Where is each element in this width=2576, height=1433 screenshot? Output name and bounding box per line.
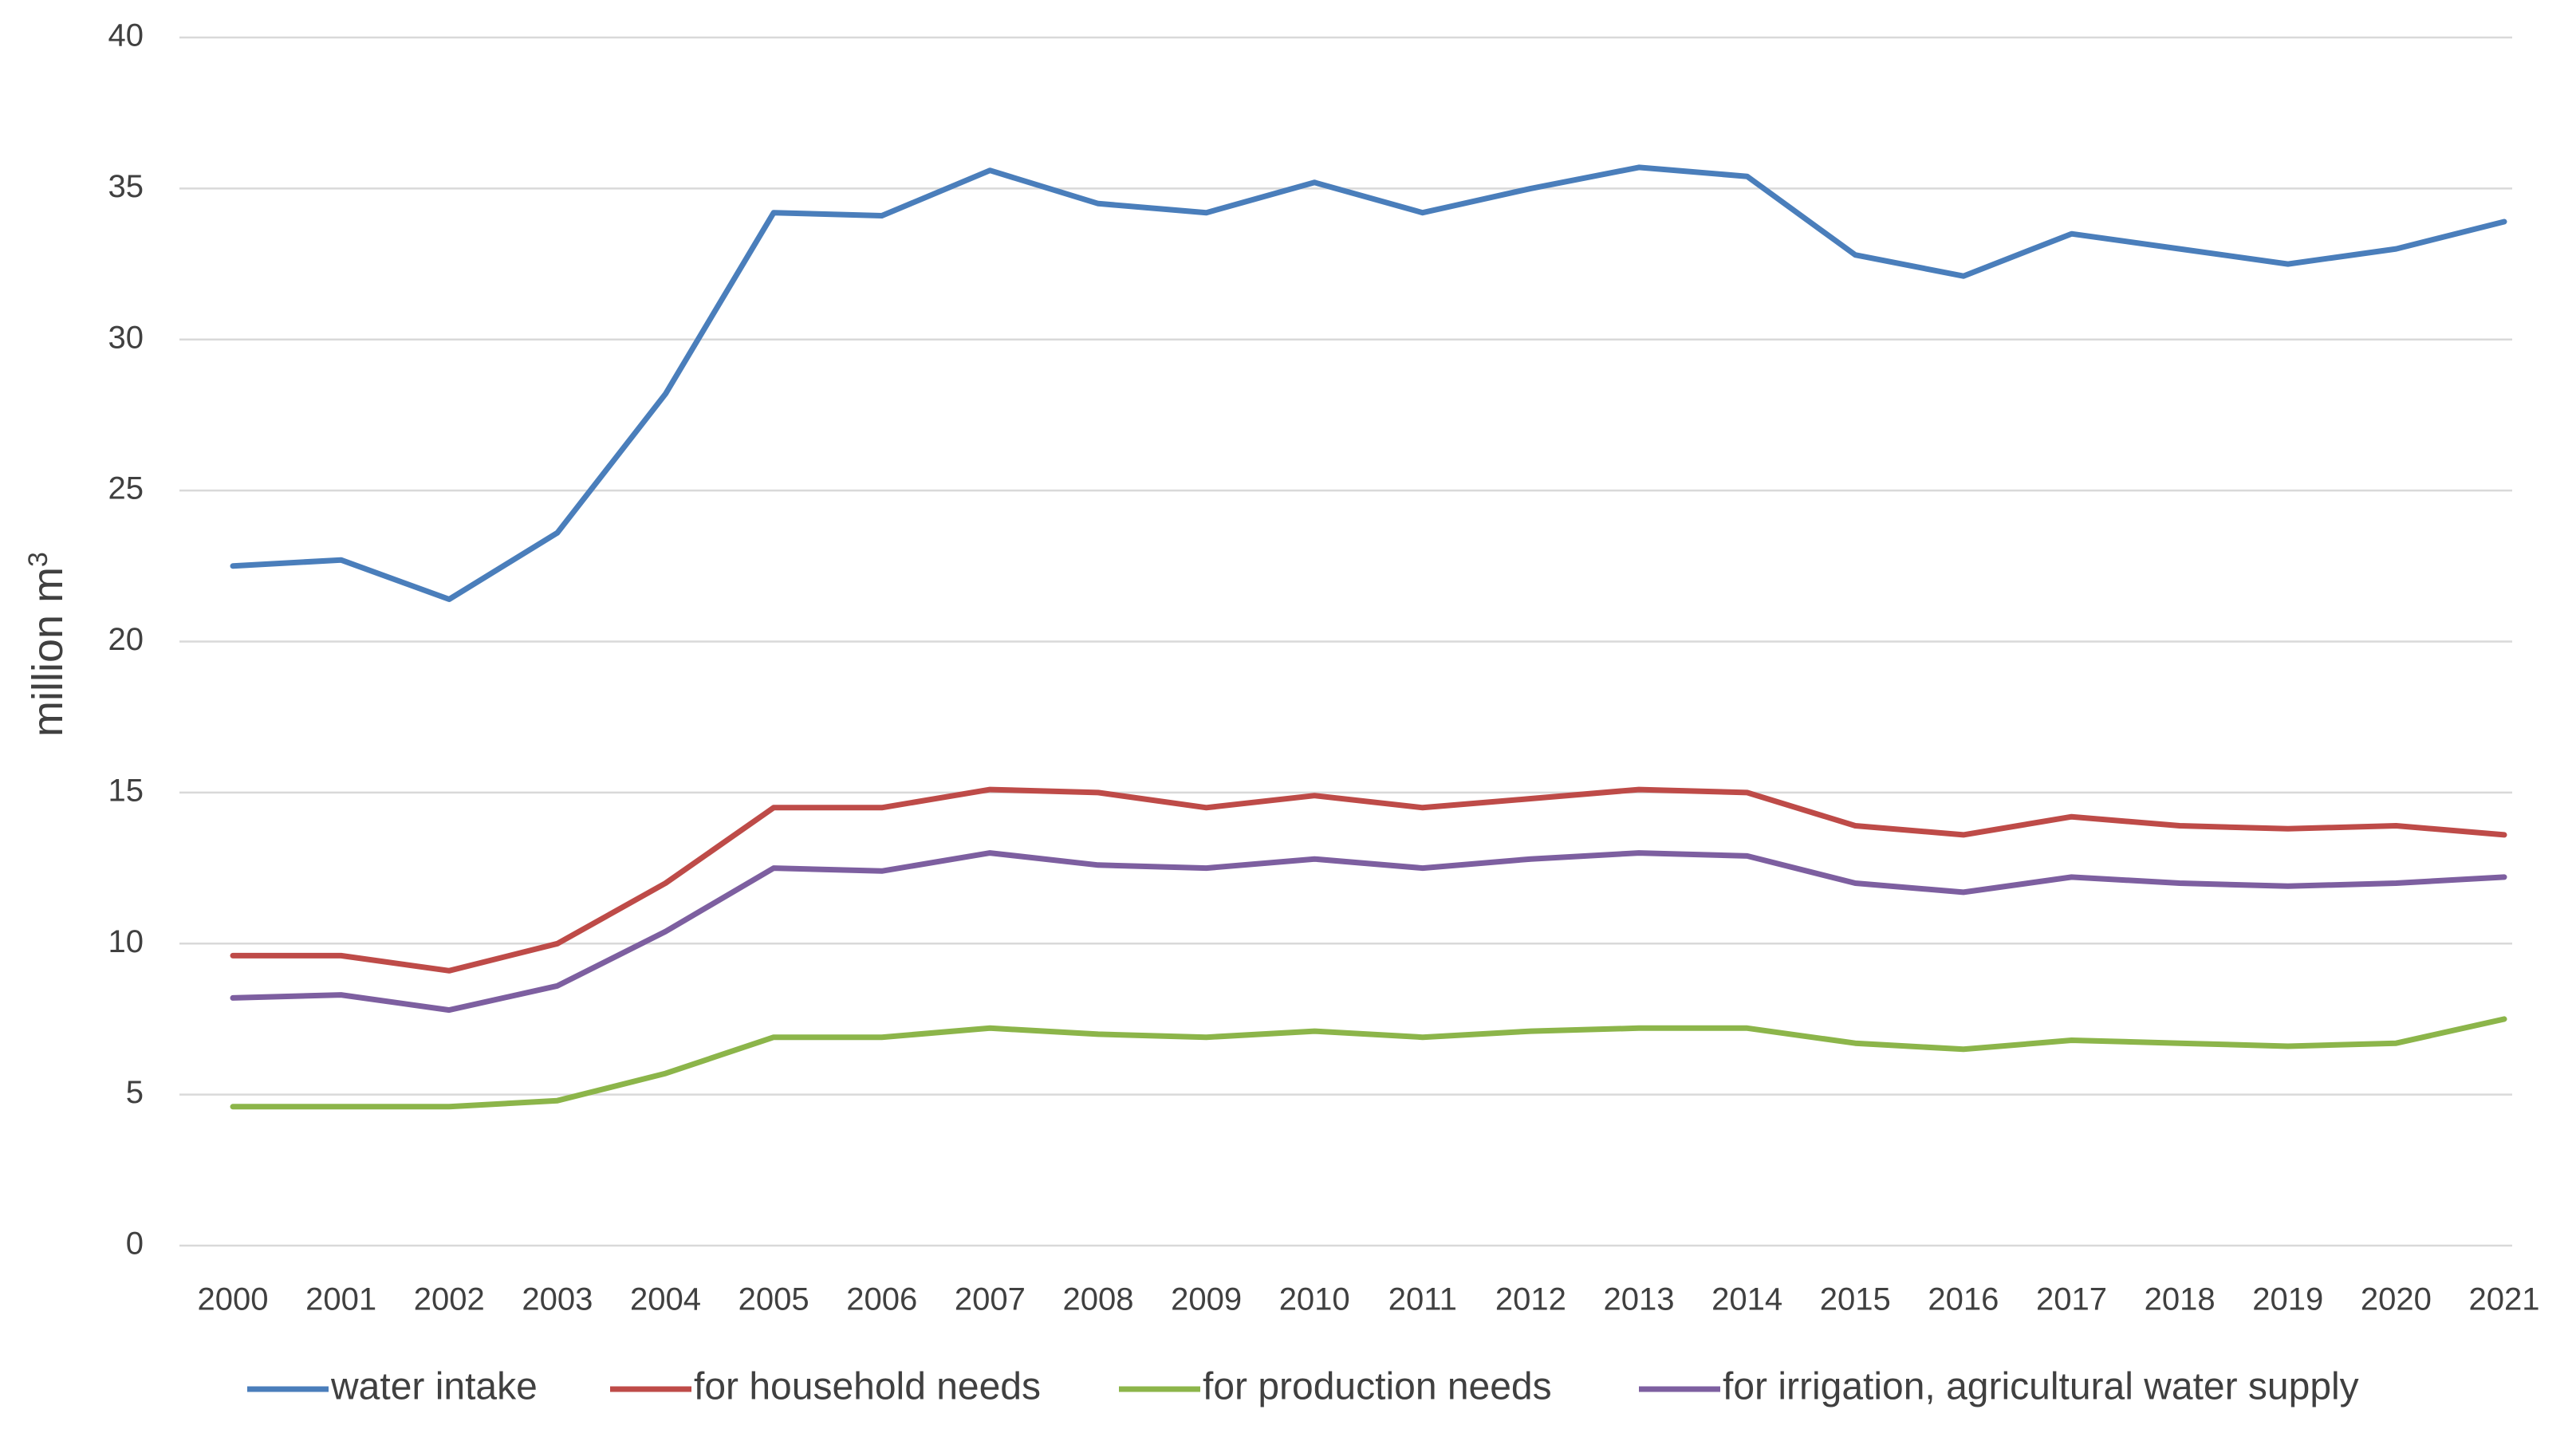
x-tick-label: 2000 (198, 1282, 269, 1317)
y-axis-ticks: 0 5 10 15 20 25 30 35 40 (108, 18, 144, 1262)
legend-label-2: for production needs (1203, 1366, 1552, 1408)
series-line-1 (230, 786, 2507, 974)
x-tick-label: 2015 (1820, 1282, 1891, 1317)
series-lines (230, 164, 2507, 1110)
x-tick-label: 2019 (2252, 1282, 2323, 1317)
x-tick-label: 2008 (1062, 1282, 1133, 1317)
x-tick-label: 2004 (630, 1282, 701, 1317)
x-tick-label: 2016 (1928, 1282, 1999, 1317)
series-line-2 (230, 1016, 2507, 1110)
y-tick-label: 35 (108, 169, 144, 204)
y-tick-label: 10 (108, 924, 144, 959)
y-tick-label: 25 (108, 471, 144, 506)
x-tick-label: 2002 (414, 1282, 485, 1317)
y-tick-label: 0 (126, 1226, 144, 1262)
y-tick-label: 30 (108, 320, 144, 355)
x-tick-label: 2018 (2145, 1282, 2216, 1317)
x-tick-label: 2017 (2036, 1282, 2107, 1317)
y-tick-label: 5 (126, 1075, 144, 1110)
x-tick-label: 2001 (305, 1282, 376, 1317)
gridlines (179, 36, 2512, 1247)
legend-label-3: for irrigation, agricultural water suppl… (1723, 1366, 2359, 1408)
y-tick-label: 40 (108, 18, 144, 53)
y-axis-label: million m3 (23, 552, 72, 737)
y-axis-label-text: million m (24, 567, 72, 737)
x-tick-label: 2012 (1495, 1282, 1566, 1317)
x-tick-label: 2003 (522, 1282, 593, 1317)
x-axis-ticks: 2000 2001 2002 2003 2004 2005 2006 2007 2008 2009… (198, 1282, 2540, 1317)
series-line-3 (230, 850, 2507, 1014)
x-tick-label: 2021 (2469, 1282, 2540, 1317)
x-tick-label: 2010 (1279, 1282, 1350, 1317)
legend-label-1: for household needs (694, 1366, 1041, 1408)
x-tick-label: 2007 (955, 1282, 1026, 1317)
x-tick-label: 2005 (739, 1282, 809, 1317)
y-tick-label: 20 (108, 622, 144, 657)
legend: water intake for household needs for produ… (247, 1366, 2359, 1408)
x-tick-label: 2020 (2361, 1282, 2432, 1317)
x-tick-label: 2009 (1171, 1282, 1242, 1317)
x-tick-label: 2011 (1388, 1282, 1457, 1317)
x-tick-label: 2014 (1711, 1282, 1782, 1317)
x-tick-label: 2013 (1604, 1282, 1675, 1317)
legend-label-0: water intake (330, 1366, 538, 1408)
x-tick-label: 2006 (846, 1282, 917, 1317)
y-axis-label-superscript: 3 (23, 552, 53, 567)
series-line-0 (230, 164, 2507, 602)
y-tick-label: 15 (108, 773, 144, 808)
